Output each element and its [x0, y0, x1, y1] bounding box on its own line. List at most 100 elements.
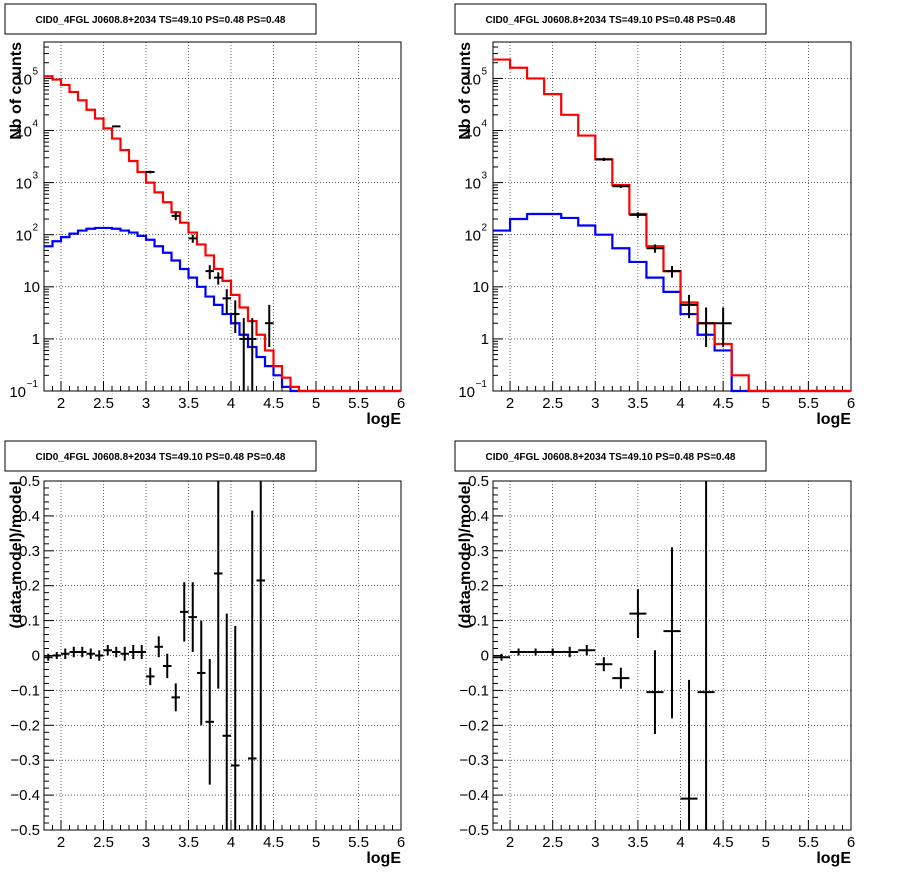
x-axis-title: logE [816, 411, 851, 428]
y-tick-label: 1 [481, 331, 489, 348]
x-tick-label: 3 [142, 395, 150, 412]
x-tick-label: 2.5 [542, 834, 563, 851]
y-tick-label: 0.2 [19, 578, 40, 595]
y-tick-exponent: 5 [32, 66, 38, 77]
data-point [171, 212, 180, 221]
grid-lines [44, 42, 401, 391]
residual-point [112, 646, 121, 658]
y-tick-exponent: −1 [476, 379, 488, 390]
residual-point [510, 648, 528, 656]
data-point [629, 212, 647, 218]
x-tick-label: 2 [57, 395, 65, 412]
y-tick-label: 0 [32, 648, 40, 665]
x-tick-label: 3 [591, 834, 599, 851]
x-tick-label: 5 [312, 395, 320, 412]
chart-panel-4: 2 2.5 3 3.5 4 4.5 5 5.5 6 −0.5 −0.4 −0.3 −0.2 −0.1 0 0.… [454, 440, 855, 867]
x-tick-label: 2.5 [93, 395, 114, 412]
residual-point [129, 645, 138, 659]
data-point [714, 307, 732, 347]
y-tick-label: −0.3 [10, 752, 40, 769]
residual-point [561, 646, 579, 658]
residual-point [197, 620, 206, 726]
x-tick-label: 6 [847, 395, 855, 412]
title-box [4, 440, 317, 472]
data-point [231, 300, 240, 333]
y-tick-label: 0.4 [468, 508, 489, 525]
residual-point [205, 658, 214, 785]
y-tick-exponent: 2 [32, 223, 38, 234]
y-tick-label: −0.4 [10, 787, 40, 804]
residual-point [544, 648, 562, 656]
residual-point [612, 667, 630, 689]
data-point [612, 184, 630, 188]
x-tick-label: 2.5 [542, 395, 563, 412]
data-point [112, 125, 121, 128]
residual-point [248, 510, 257, 830]
x-tick-label: 5 [762, 395, 770, 412]
residual-point [493, 653, 511, 661]
x-tick-label: 3.5 [627, 395, 648, 412]
y-tick-label: 0.1 [19, 613, 40, 630]
residual-point [629, 589, 647, 639]
y-axis-title: Nb of counts [8, 42, 25, 140]
data-point [188, 234, 197, 243]
data-point-group [595, 157, 732, 347]
x-tick-label: 6 [397, 395, 405, 412]
x-tick-label: 2 [57, 834, 65, 851]
axis-ticks [492, 480, 852, 831]
residual-point [44, 653, 53, 661]
y-tick-label: 10 [15, 176, 32, 193]
y-tick-label: −0.3 [459, 752, 489, 769]
data-point [205, 265, 214, 280]
residual-point-group [493, 481, 715, 830]
x-tick-label: 2.5 [93, 834, 114, 851]
data-point [646, 244, 664, 253]
residual-point [95, 650, 104, 661]
residual-point [86, 648, 95, 659]
x-tick-label: 4.5 [263, 395, 284, 412]
y-tick-label: −0.2 [459, 717, 489, 734]
x-tick-label: 5 [312, 834, 320, 851]
data-point [146, 170, 155, 174]
data-point [663, 266, 681, 278]
y-axis-title: Nb of counts [457, 42, 474, 140]
x-tick-label: 5.5 [798, 395, 819, 412]
y-axis-title: (data-model)/model [8, 481, 25, 629]
residual-point [578, 645, 596, 656]
y-tick-exponent: 3 [481, 171, 487, 182]
x-tick-label: 2 [506, 395, 514, 412]
chart-panel-1: 2 2.5 3 3.5 4 4.5 5 5.5 6−110110210310410510logE… [4, 3, 405, 428]
x-tick-label: 4.5 [263, 834, 284, 851]
residual-point [103, 645, 112, 656]
residual-point [78, 646, 87, 658]
residual-point [154, 636, 163, 658]
chart-title: CID0_4FGL J0608.8+2034 TS=49.10 PS=0.48 … [486, 452, 736, 463]
axis-ticks [43, 480, 402, 831]
data-point-group [112, 125, 274, 391]
residual-point [256, 481, 265, 830]
x-tick-label: 4.5 [713, 834, 734, 851]
y-tick-label: 10 [9, 384, 26, 401]
residual-point [52, 652, 61, 659]
title-box [454, 440, 767, 472]
data-point [239, 318, 248, 391]
y-tick-label: 10 [15, 124, 32, 141]
y-tick-label: 10 [23, 279, 40, 296]
chart-panel-2: 2 2.5 3 3.5 4 4.5 5 5.5 6−110110210310410510logE… [454, 3, 855, 428]
y-tick-label: 1 [32, 331, 40, 348]
y-tick-exponent: −1 [27, 379, 39, 390]
x-tick-label: 4 [227, 395, 235, 412]
residual-point [646, 650, 664, 735]
x-axis-title: logE [816, 850, 851, 867]
y-tick-label: 10 [472, 279, 489, 296]
y-tick-label: −0.4 [459, 787, 489, 804]
y-tick-exponent: 3 [32, 171, 38, 182]
y-tick-label: 0.3 [19, 543, 40, 560]
residual-point [595, 657, 613, 672]
y-tick-label: 10 [15, 71, 32, 88]
residual-point [663, 547, 681, 719]
y-tick-label: 10 [464, 176, 481, 193]
y-tick-label: 10 [464, 124, 481, 141]
data-point [248, 318, 257, 391]
residual-point [680, 679, 698, 830]
